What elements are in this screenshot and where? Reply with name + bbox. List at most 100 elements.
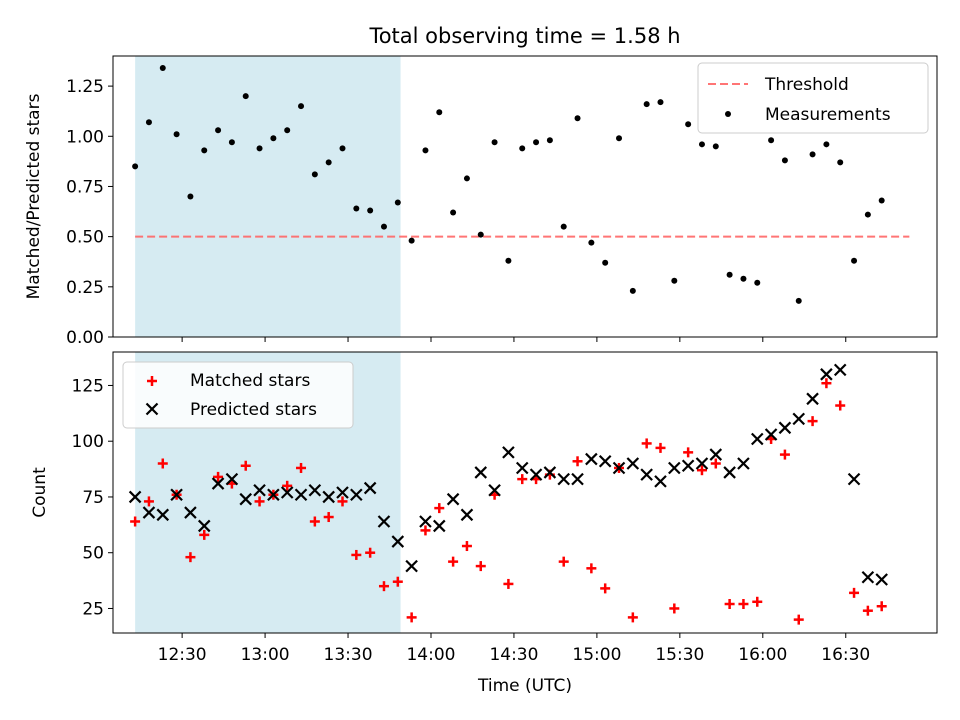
bottom-y-tick-label-0: 25 [82,599,104,619]
legend-measurements-label: Measurements [765,105,891,125]
matched-star-point-53 [862,605,873,616]
measurement-point-45 [754,279,761,286]
predicted-star-point-17 [363,481,377,495]
matched-star-point-39 [669,603,680,614]
x-tick-label-0: 12:30 [158,645,207,665]
measurement-point-17 [367,207,374,214]
matched-star-point-1 [143,496,154,507]
legend-threshold-label: Threshold [764,75,849,95]
matched-star-point-32 [572,456,583,467]
predicted-star-point-16 [350,488,363,502]
legend-predicted-label: Predicted stars [190,400,317,420]
measurement-point-19 [394,199,401,206]
predicted-star-point-15 [336,486,349,499]
bottom-y-ticks: 25 50 75 100 125 [72,376,113,619]
predicted-star-point-42 [709,448,723,461]
measurement-point-18 [380,223,387,230]
predicted-star-point-11 [280,486,294,499]
top-y-ticks: 0.00 0.25 0.50 0.75 1.00 1.25 [66,77,113,348]
measurement-point-25 [477,231,484,238]
bottom-plot-frame [112,351,938,634]
measurement-point-38 [657,99,664,106]
predicted-star-point-29 [529,468,543,481]
chart-title: Total observing time = 1.58 h [368,24,680,48]
matched-star-point-28 [517,474,528,485]
predicted-star-point-27 [502,446,515,459]
predicted-star-point-43 [723,466,736,479]
measurement-point-49 [809,151,816,158]
top-shaded-region [135,56,401,337]
measurement-point-16 [353,205,360,212]
measurement-point-53 [864,211,871,218]
top-y-tick-label-4: 1.00 [66,127,104,147]
legend-matched-swatch [147,376,157,386]
matched-star-point-9 [254,496,265,507]
measurement-point-36 [629,287,636,294]
measurement-point-3 [173,131,180,138]
predicted-star-point-24 [460,508,474,522]
bottom-y-axis-label: Count [30,467,50,518]
matched-star-point-33 [586,563,597,574]
matched-star-point-16 [351,549,362,560]
predicted-star-point-50 [820,368,833,381]
matched-star-point-41 [696,465,707,476]
matched-star-point-37 [641,438,652,449]
matched-star-point-31 [558,556,569,567]
measurement-point-29 [533,139,540,146]
matched-star-point-22 [434,503,445,514]
measurement-point-23 [450,209,457,216]
matched-star-point-40 [683,447,694,458]
x-tick-label-8: 16:30 [821,645,870,665]
predicted-star-point-5 [197,519,211,533]
top-y-tick-label-5: 1.25 [66,77,104,97]
predicted-star-point-21 [419,515,432,528]
legend-matched-label: Matched stars [190,371,310,391]
predicted-star-point-32 [571,472,584,486]
matched-star-point-4 [185,552,196,563]
predicted-star-point-39 [668,461,681,475]
measurement-point-13 [311,171,318,178]
matched-star-point-6 [213,471,224,482]
measurement-point-21 [422,147,429,154]
measurement-point-11 [284,127,291,134]
x-axis-label: Time (UTC) [477,676,572,696]
predicted-star-point-1 [142,506,156,519]
bottom-panel: 25 50 75 100 125 12:30 13:00 13:30 14:00 14:30 15… [30,351,938,696]
measurement-point-26 [491,139,498,146]
matched-star-point-14 [323,512,334,523]
predicted-star-point-6 [211,477,225,490]
predicted-star-point-10 [267,488,280,502]
measurement-point-30 [546,137,553,144]
matched-star-point-54 [876,601,887,612]
matched-star-point-0 [130,516,141,527]
measurement-point-43 [726,271,733,278]
measurement-point-34 [602,259,609,266]
measurement-point-8 [242,93,249,100]
matched-star-point-18 [378,581,389,592]
measurement-point-35 [616,135,623,142]
matched-star-point-52 [849,587,860,598]
matched-star-point-51 [835,400,846,411]
measurement-point-27 [505,257,512,264]
measurement-point-48 [795,297,802,304]
measurement-point-9 [256,145,263,152]
measurement-point-37 [643,101,650,108]
matched-star-point-25 [475,561,486,572]
top-legend-box [697,62,929,134]
bottom-y-tick-label-2: 75 [82,488,104,508]
x-tick-label-2: 13:30 [324,645,373,665]
matched-star-point-36 [627,612,638,623]
matched-star-point-50 [821,378,832,389]
x-tick-label-1: 13:00 [241,645,290,665]
predicted-star-point-18 [377,515,391,528]
predicted-star-point-45 [750,432,764,446]
predicted-star-point-34 [598,454,612,468]
top-panel: 0.00 0.25 0.50 0.75 1.00 1.25 Matched/Predict… [24,55,938,348]
predicted-star-point-30 [543,466,557,479]
bottom-legend-box [122,361,354,429]
measurement-point-51 [837,159,844,166]
predicted-star-point-40 [681,459,695,473]
matched-star-point-20 [406,612,417,623]
top-x-ticks [181,337,847,342]
measurement-point-24 [463,175,470,182]
